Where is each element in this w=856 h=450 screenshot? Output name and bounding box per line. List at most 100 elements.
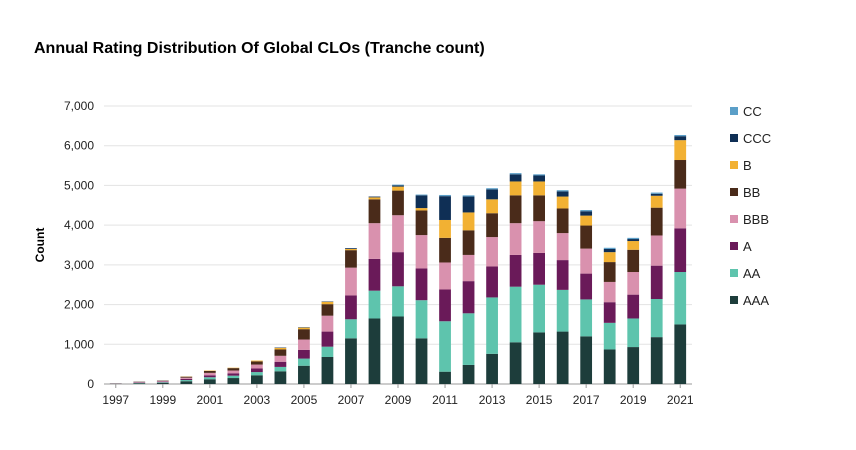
bar-segment-bb [627, 249, 640, 273]
bar-segment-bb [321, 304, 334, 316]
bar-segment-ccc [650, 193, 663, 196]
bar-segment-bbb [486, 237, 498, 267]
bar-segment-bb [251, 361, 263, 365]
bar-segment-aaa [274, 371, 287, 384]
x-tick-label: 2017 [573, 393, 600, 407]
bar-segment-a [533, 252, 545, 285]
bar-segment-a [439, 289, 451, 322]
bar-segment-a [298, 349, 310, 359]
bar-segment-a [415, 268, 428, 301]
bar-segment-a [274, 361, 287, 367]
bar-segment-ccc [439, 196, 451, 220]
bar-segment-bbb [415, 235, 428, 269]
bar-segment-a [462, 281, 475, 314]
bar-segment-a [556, 260, 569, 290]
bar-segment-bb [674, 160, 687, 189]
y-tick-label: 0 [87, 377, 94, 391]
x-tick-label: 1997 [102, 393, 129, 407]
bar-segment-a [227, 373, 240, 376]
bar-segment-cc [392, 184, 404, 186]
bar-segment-bbb [274, 355, 287, 362]
y-tick-label: 6,000 [64, 139, 94, 153]
bar-segment-aaa [580, 336, 593, 384]
bar-segment-bbb [156, 381, 169, 382]
bar-segment-aaa [392, 316, 404, 384]
x-tick-labels: 1997 1999 2001 2003 2005 2007 2009 2011 2013 2015… [102, 384, 694, 407]
bar-segment-bbb [298, 339, 310, 350]
bar-segment-aa [227, 375, 240, 379]
bar-segment-aa [674, 272, 687, 325]
bar-segment-cc [462, 195, 475, 197]
bar-segment-bb [603, 262, 616, 282]
bar-segment-aa [462, 313, 475, 365]
bar-segment-bb [462, 230, 475, 255]
bar-segment-bb [227, 368, 240, 371]
bar-segment-aaa [674, 324, 687, 384]
legend-swatch-b [730, 161, 738, 169]
bar-segment-a [345, 295, 357, 320]
bar-segment-b [556, 196, 569, 209]
bar-segment-aa [533, 284, 545, 333]
bar-segment-ccc [533, 175, 545, 182]
bar-segment-bb [486, 213, 498, 238]
bar-segment-aa [627, 318, 640, 348]
bar-segment-aa [439, 321, 451, 372]
bar-segment-b [486, 199, 498, 214]
legend-label-ccc: CCC [743, 131, 771, 146]
bar-segment-bb [203, 370, 216, 373]
legend-label-bb: BB [743, 185, 760, 200]
bar-segment-ccc [345, 248, 357, 249]
bar-segment-cc [674, 134, 687, 137]
x-tick-label: 2009 [385, 393, 412, 407]
bar-segment-aaa [415, 338, 428, 384]
bar-segment-a [368, 258, 381, 291]
bar-segment-aaa [345, 338, 357, 384]
x-tick-label: 1999 [149, 393, 176, 407]
y-tick-label: 7,000 [64, 99, 94, 113]
bar-segment-b [274, 347, 287, 350]
x-tick-label: 2011 [432, 393, 458, 407]
bar-segment-aaa [627, 347, 640, 384]
bar-segment-aa [392, 286, 404, 317]
bar-segment-a [650, 265, 663, 300]
bar-segment-b [674, 140, 687, 161]
y-tick-label: 1,000 [64, 337, 94, 351]
bar-segment-b [392, 186, 404, 191]
legend-swatch-bbb [730, 215, 738, 223]
bar-segment-bbb [650, 235, 663, 266]
bar-segment-b [650, 195, 663, 208]
bar-segment-ccc [580, 211, 593, 216]
bar-segment-b [580, 215, 593, 226]
bar-segment-bb [345, 250, 357, 268]
bar-segment-aa [580, 299, 593, 337]
bar-segment-bbb [556, 233, 569, 261]
bar-segment-ccc [674, 136, 687, 141]
legend-swatch-a [730, 242, 738, 250]
bar-segment-aa [321, 346, 334, 357]
legend-label-cc: CC [743, 104, 762, 119]
bar-segment-b [603, 252, 616, 263]
bar-segment-bbb [533, 221, 545, 253]
bar-segment-cc [650, 192, 663, 194]
bar-segment-bbb [603, 281, 616, 303]
x-tick-label: 2001 [196, 393, 223, 407]
bar-segment-b [627, 241, 640, 250]
bar-segment-a [674, 228, 687, 273]
bar-segment-ccc [392, 185, 404, 187]
bar-segment-ccc [556, 191, 569, 197]
bar-segment-aaa [368, 318, 381, 384]
bar-segment-a [321, 331, 334, 347]
bar-segment-aa [368, 290, 381, 319]
bar-segment-bb [415, 210, 428, 236]
bar-segment-bb [556, 208, 569, 234]
bar-segment-bbb [345, 267, 357, 296]
bar-segment-cc [415, 194, 428, 196]
bar-segment-bb [650, 207, 663, 236]
bar-segment-bbb [580, 248, 593, 274]
bar-segment-bb [368, 199, 381, 224]
bar-segment-aa [298, 358, 310, 366]
legend-label-bbb: BBB [743, 212, 769, 227]
bar-segment-aa [650, 299, 663, 338]
legend-swatch-cc [730, 107, 738, 115]
